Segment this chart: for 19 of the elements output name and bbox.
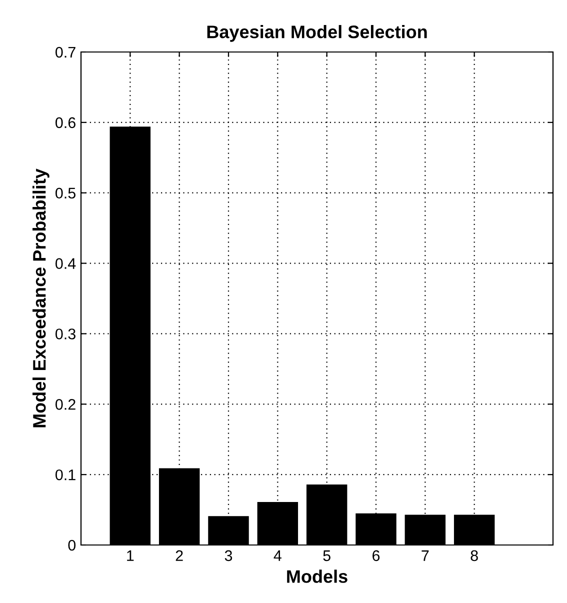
x-tick-label: 3 (224, 550, 232, 562)
x-tick-label: 1 (127, 550, 134, 561)
chart-title: Bayesian Model Selection (207, 25, 427, 42)
x-tick-label: 6 (372, 550, 380, 562)
x-tick-label: 8 (470, 550, 478, 562)
y-tick-label: 0.4 (56, 258, 76, 269)
y-tick-label: 0.2 (56, 399, 76, 410)
y-tick-label: 0.3 (56, 328, 76, 340)
y-tick-label: 0.5 (56, 188, 76, 199)
x-tick-label: 7 (422, 550, 429, 561)
x-tick-label: 4 (274, 550, 282, 561)
x-axis-title: Models (287, 570, 348, 583)
y-tick-label: 0.6 (56, 117, 76, 128)
y-tick-label: 0 (68, 540, 76, 551)
x-tick-label: 5 (323, 550, 330, 562)
y-axis-title: Model Exceedance Probability (32, 168, 50, 428)
y-tick-label: 0.7 (56, 46, 76, 58)
x-tick-label: 2 (176, 550, 183, 561)
y-tick-label: 0.1 (56, 469, 76, 480)
